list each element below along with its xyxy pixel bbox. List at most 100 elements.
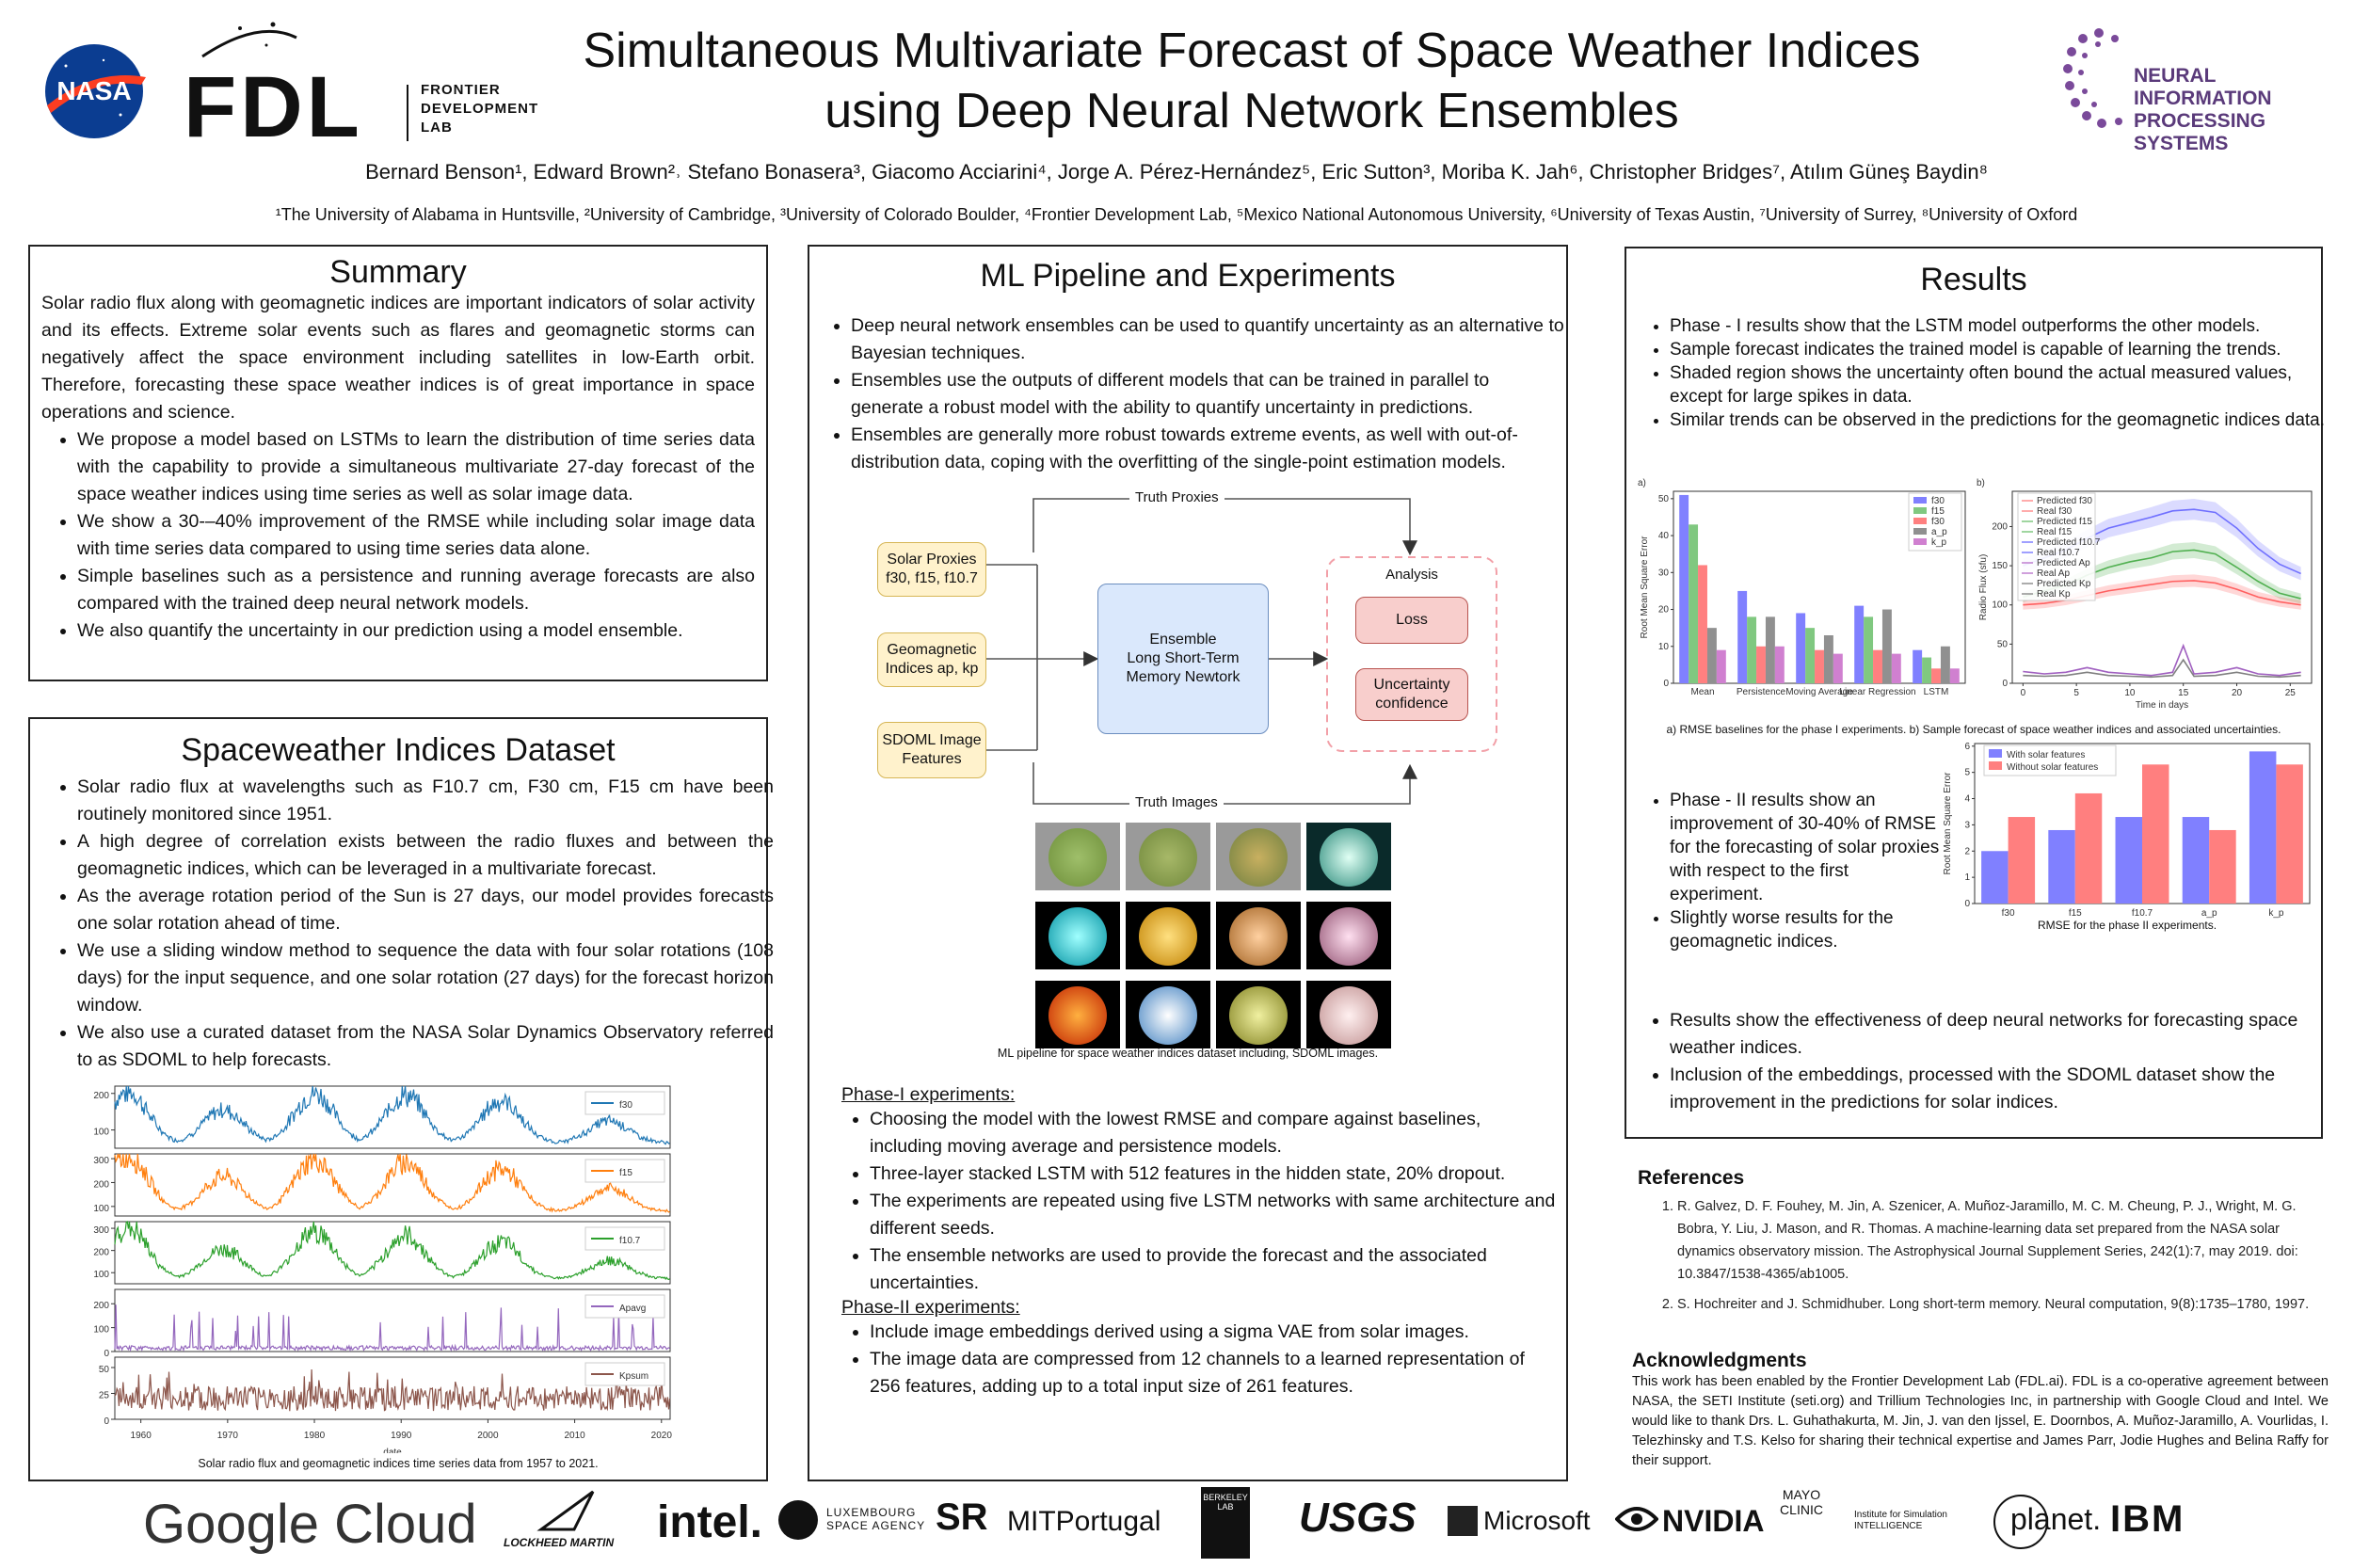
solar-image bbox=[1048, 907, 1107, 966]
legend-label: Real Kp bbox=[2037, 589, 2071, 600]
solar-image bbox=[1139, 907, 1197, 966]
reference-item: R. Galvez, D. F. Fouhey, M. Jin, A. Szen… bbox=[1677, 1195, 2334, 1286]
uncertainty-band bbox=[2023, 541, 2301, 604]
sample-forecast-chart: 0 50 100 150 200 0 5 10 15 20 25 Time in days Radio … bbox=[1977, 478, 2313, 711]
phase1-title: Phase-I experiments: bbox=[841, 1084, 1016, 1105]
loss-node: Loss bbox=[1355, 597, 1468, 644]
acknowledgments-text: This work has been enabled by the Fronti… bbox=[1632, 1374, 2329, 1468]
legend-label: Real f15 bbox=[2037, 527, 2073, 537]
legend-label: f30 bbox=[619, 1100, 632, 1111]
sponsor-ibm: IBM bbox=[2110, 1498, 2185, 1540]
series-line-Apavg bbox=[114, 1304, 670, 1352]
list-item: A high degree of correlation exists betw… bbox=[77, 828, 774, 883]
results-top-bullets: Phase - I results show that the LSTM mod… bbox=[1634, 314, 2347, 432]
series-line-Kpsum bbox=[114, 1368, 671, 1412]
fdl-logo: FDL FRONTIER DEVELOPMENT LAB bbox=[184, 19, 560, 155]
dataset-title: Spaceweather Indices Dataset bbox=[181, 732, 616, 768]
y-tick-label: 300 bbox=[93, 1156, 109, 1166]
legend-label: Apavg bbox=[619, 1304, 646, 1314]
x-axis-label: date bbox=[383, 1448, 402, 1453]
analysis-label: Analysis bbox=[1385, 567, 1438, 583]
x-tick-label: a_p bbox=[2201, 908, 2217, 919]
list-item: Choosing the model with the lowest RMSE … bbox=[870, 1106, 1557, 1160]
bar-f15 bbox=[1864, 616, 1874, 683]
legend-swatch bbox=[1989, 749, 2002, 758]
legend-label: Real f10.7 bbox=[2037, 548, 2080, 558]
bar-f30 bbox=[1679, 494, 1689, 683]
bar-With solar features bbox=[2182, 817, 2210, 904]
fdl-sub-2: DEVELOPMENT bbox=[421, 101, 539, 117]
ts-panel-frame bbox=[114, 1221, 671, 1285]
sponsor-bar: Google Cloud LOCKHEED MARTIN intel. LUXE… bbox=[0, 1487, 2353, 1562]
bar-Without solar features bbox=[2008, 817, 2036, 904]
solar-image bbox=[1139, 828, 1197, 887]
bar-a_p bbox=[1765, 616, 1775, 683]
bar-k_p bbox=[1774, 646, 1785, 683]
list-item: Shaded region shows the uncertainty ofte… bbox=[1670, 361, 2347, 408]
list-item: We show a 30-–40% improvement of the RMS… bbox=[77, 508, 755, 563]
ts-panel-frame bbox=[114, 1356, 671, 1420]
reference-item: S. Hochreiter and J. Schmidhuber. Long s… bbox=[1677, 1293, 2334, 1316]
y-tick-label: 10 bbox=[1658, 642, 1670, 652]
dataset-bullets: Solar radio flux at wavelengths such as … bbox=[41, 774, 774, 1074]
uncertainty-node: Uncertainty confidence bbox=[1355, 668, 1468, 721]
y-tick-label: 200 bbox=[1992, 521, 2008, 532]
bar-f15 bbox=[1805, 628, 1816, 683]
y-tick-label: 100 bbox=[1992, 600, 2008, 611]
results-title: Results bbox=[1920, 262, 2027, 297]
y-tick-label: 200 bbox=[93, 1248, 109, 1258]
list-item: Inclusion of the embeddings, processed w… bbox=[1670, 1062, 2329, 1116]
y-tick-label: 0 bbox=[1663, 679, 1669, 689]
acknowledgments-section: Acknowledgments This work has been enabl… bbox=[1632, 1350, 2329, 1471]
sponsor-mayo: MAYO CLINIC bbox=[1780, 1487, 1823, 1517]
summary-intro: Solar radio flux along with geomagnetic … bbox=[41, 293, 755, 423]
legend-label: a_p bbox=[1931, 527, 1947, 537]
list-item: Ensembles use the outputs of different m… bbox=[851, 367, 1566, 422]
y-tick-label: 0 bbox=[104, 1349, 109, 1359]
results-top-caption: a) RMSE baselines for the phase I experi… bbox=[1666, 723, 2281, 736]
phase2-bullets: Include image embeddings derived using a… bbox=[841, 1319, 1557, 1400]
bar-f15 bbox=[1922, 657, 1932, 683]
bar-f30 bbox=[1873, 649, 1882, 683]
y-tick-label: 0 bbox=[104, 1416, 109, 1427]
panel-label: b) bbox=[1977, 478, 1985, 488]
bar-With solar features bbox=[2249, 751, 2277, 904]
y-tick-label: 300 bbox=[93, 1225, 109, 1236]
solar-image bbox=[1229, 828, 1288, 887]
y-tick-label: 150 bbox=[1992, 561, 2008, 571]
sponsor-mit-portugal: MITPortugal bbox=[1007, 1506, 1161, 1537]
legend-label: f30 bbox=[1931, 496, 1945, 506]
y-tick-label: 1 bbox=[1964, 872, 1970, 883]
y-tick-label: 0 bbox=[2002, 679, 2008, 689]
x-tick-label: k_p bbox=[2268, 908, 2284, 919]
bar-f15 bbox=[1747, 616, 1757, 683]
y-tick-label: 50 bbox=[1658, 494, 1670, 504]
sponsor-sr: SR bbox=[936, 1496, 988, 1538]
x-tick-label: Linear Regression bbox=[1839, 687, 1915, 697]
bar-a_p bbox=[1823, 635, 1833, 683]
x-tick-label: Moving Average bbox=[1785, 687, 1853, 697]
list-item: We also quantify the uncertainty in our … bbox=[77, 617, 755, 645]
truth-images-label: Truth Images bbox=[1129, 794, 1224, 810]
svg-text:FDL: FDL bbox=[184, 59, 363, 151]
x-tick-label: LSTM bbox=[1924, 687, 1949, 697]
uncertainty-band bbox=[2023, 643, 2301, 677]
x-tick-label: f15 bbox=[2069, 908, 2082, 919]
bar-f30 bbox=[1913, 649, 1923, 683]
references-title: References bbox=[1638, 1167, 1745, 1189]
y-tick-label: 50 bbox=[99, 1365, 110, 1375]
y-tick-label: 200 bbox=[93, 1091, 109, 1101]
bar-a_p bbox=[1706, 628, 1717, 683]
summary-title: Summary bbox=[329, 254, 467, 290]
x-tick-label: 0 bbox=[2021, 688, 2026, 698]
x-tick-label: 1980 bbox=[304, 1431, 326, 1441]
x-axis-label: Time in days bbox=[2136, 700, 2188, 711]
list-item: We propose a model based on LSTMs to lea… bbox=[77, 426, 755, 508]
sponsor-nvidia: NVIDIA bbox=[1662, 1504, 1765, 1538]
ts-panel-frame bbox=[114, 1288, 671, 1352]
legend-label: Predicted Ap bbox=[2037, 558, 2090, 568]
legend-swatch bbox=[1913, 497, 1927, 504]
references-section: References R. Galvez, D. F. Fouhey, M. J… bbox=[1638, 1167, 2334, 1316]
lsa-icon bbox=[778, 1500, 818, 1540]
series-line-f15 bbox=[114, 1153, 670, 1213]
